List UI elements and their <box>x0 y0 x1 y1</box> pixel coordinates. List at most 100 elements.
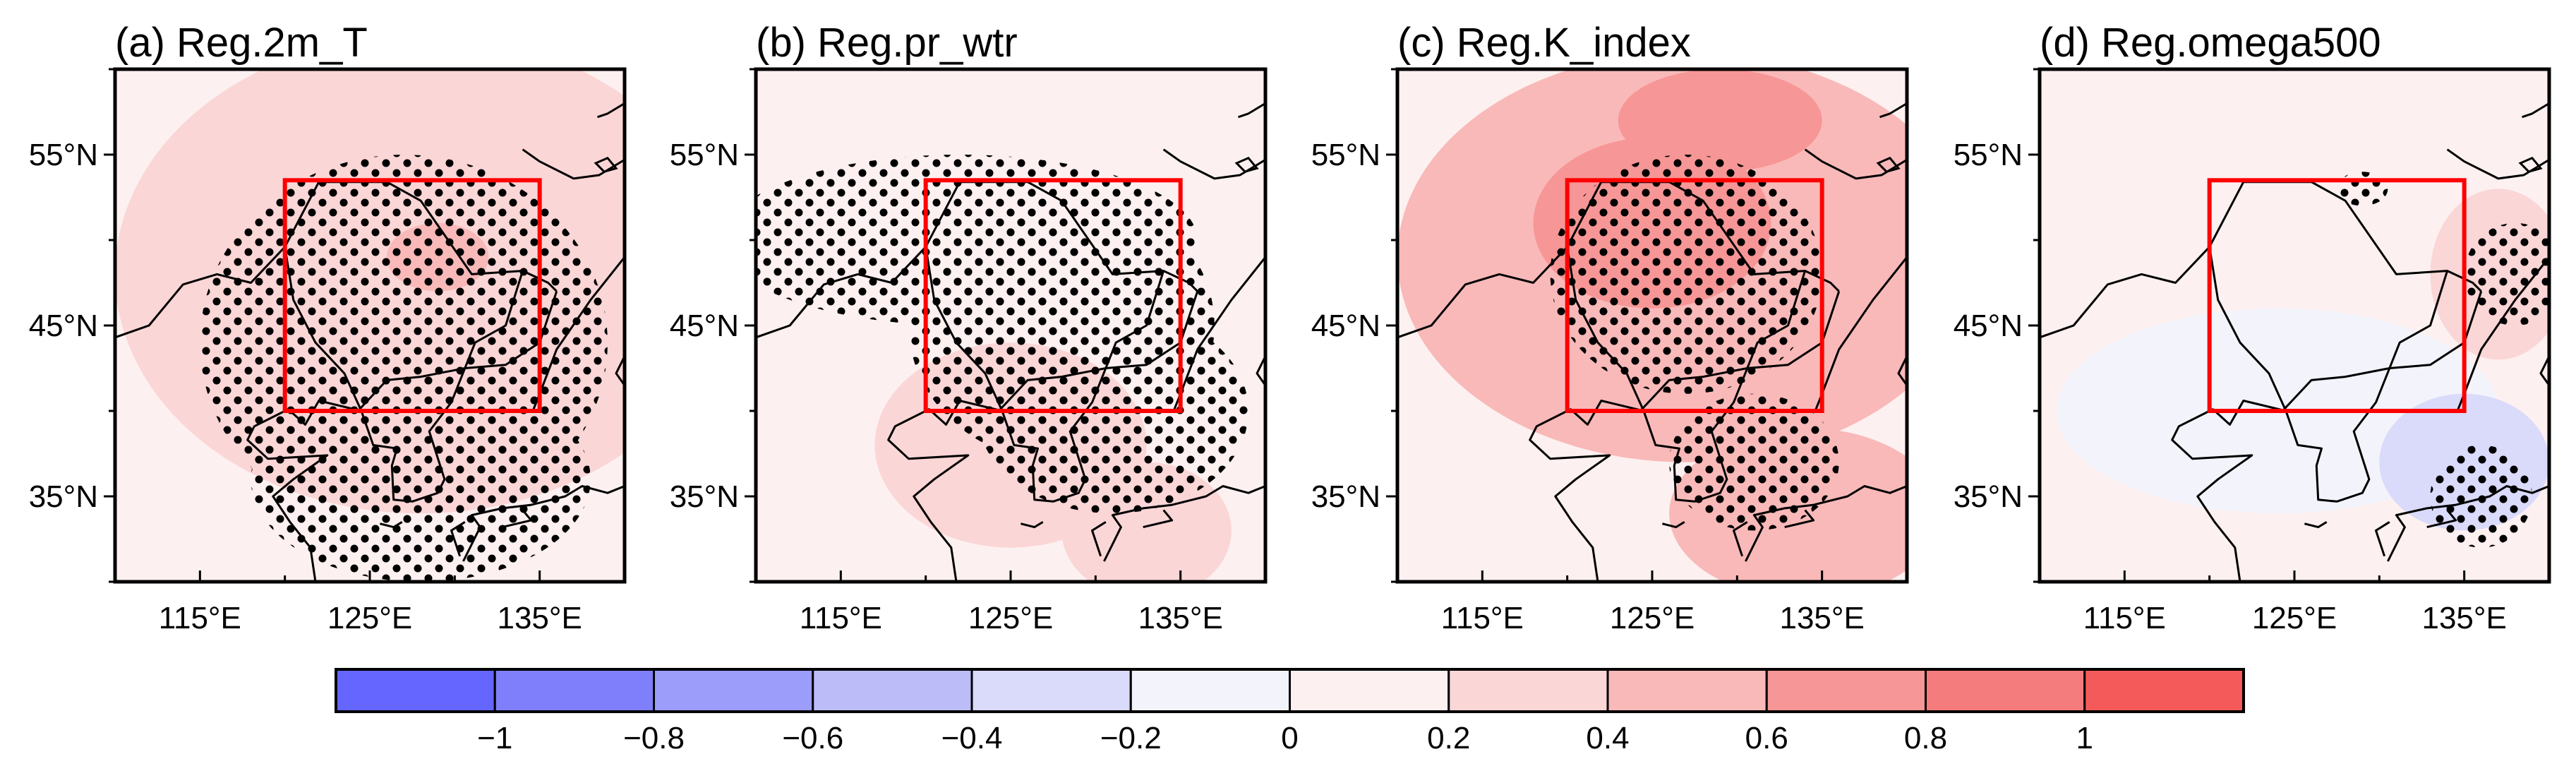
coastline <box>2387 485 2549 562</box>
coastline <box>1021 521 1044 529</box>
colorbar-segment <box>335 668 496 713</box>
coastline <box>1172 256 1265 412</box>
x-tick-label: 135°E <box>2421 601 2506 635</box>
island <box>1234 156 1259 173</box>
panel-title: (c) Reg.K_index <box>1397 20 1691 66</box>
coastline <box>450 521 466 557</box>
colorbar-frame <box>335 668 2245 713</box>
coastline <box>615 355 625 386</box>
coastline <box>1103 485 1265 562</box>
colorbar-tick-label: 0 <box>1281 721 1298 755</box>
y-tick-label: 45°N <box>1954 309 2023 343</box>
coastline <box>2375 521 2390 557</box>
colorbar-segment <box>1925 668 2086 713</box>
significance-stipple <box>2430 445 2532 548</box>
coastline <box>1746 270 1807 369</box>
coastline <box>2282 367 2390 412</box>
colorbar-segment <box>1289 668 1450 713</box>
y-tick-label: 35°N <box>29 479 98 514</box>
coastline <box>1566 246 1645 412</box>
coastline <box>887 291 1199 582</box>
coastline <box>246 291 558 582</box>
colorbar-tick-label: −0.4 <box>941 721 1003 755</box>
map-panels: (a) Reg.2m_T 115°E 125°E 135°E 55°N 45°N 35°N (… <box>29 20 2551 635</box>
map-field <box>1397 69 1907 582</box>
coastline <box>1238 102 1265 119</box>
y-tick-label: 55°N <box>29 138 98 172</box>
coastline <box>1143 509 1174 529</box>
map-panel: (d) Reg.omega500 115°E 125°E 135°E 55°N 45°N 3… <box>1954 20 2551 635</box>
coastline <box>2304 521 2328 529</box>
colorbar-tick-label: 0.8 <box>1904 721 1947 755</box>
coastline <box>2171 291 2483 582</box>
coastline <box>2426 509 2457 529</box>
x-tick-label: 115°E <box>800 601 882 635</box>
coastline <box>531 256 625 412</box>
coastline <box>1814 256 1907 412</box>
colorbar-segment <box>1129 668 1291 713</box>
coastline <box>502 509 533 529</box>
colorbar-tick-label: 0.6 <box>1745 721 1788 755</box>
colorbar-segment <box>970 668 1132 713</box>
coastline <box>925 246 1004 412</box>
coastline <box>380 521 403 529</box>
colorbar-tick-label: 1 <box>2076 721 2093 755</box>
y-tick-label: 55°N <box>1311 138 1380 172</box>
coastline <box>2208 246 2287 412</box>
x-tick-label: 125°E <box>327 601 412 635</box>
panel-title: (d) Reg.omega500 <box>2040 20 2381 66</box>
y-tick-label: 35°N <box>1954 479 2023 514</box>
y-tick-label: 55°N <box>1954 138 2023 172</box>
significance-stipple <box>251 376 591 582</box>
colorbar-segment <box>1448 668 1609 713</box>
coastline <box>998 367 1107 412</box>
island <box>1876 156 1901 173</box>
x-tick-label: 135°E <box>1138 601 1222 635</box>
colorbar-segment <box>1765 668 1927 713</box>
island <box>594 156 618 173</box>
coastline <box>597 102 625 119</box>
map-panel: (b) Reg.pr_wtr 115°E 125°E 135°E 55°N 45°N 35°… <box>670 20 1268 635</box>
coastline <box>2388 270 2449 369</box>
x-tick-label: 125°E <box>968 601 1053 635</box>
map-panel: (c) Reg.K_index 115°E 125°E 135°E 55°N 45°N 35… <box>1311 20 1909 635</box>
y-tick-label: 35°N <box>1311 479 1380 514</box>
colorbar-tick-label: 0.4 <box>1586 721 1629 755</box>
coastline <box>1879 102 1907 119</box>
colorbar-segment <box>1606 668 1768 713</box>
y-tick-label: 45°N <box>29 309 98 343</box>
coastline <box>1784 509 1815 529</box>
study-region-box <box>923 178 1183 414</box>
y-tick-label: 55°N <box>670 138 739 172</box>
map-field <box>115 69 625 582</box>
coastline <box>1639 367 1748 412</box>
colorbar-tick-label: −0.8 <box>623 721 685 755</box>
panel-title: (a) Reg.2m_T <box>115 20 368 66</box>
coastline <box>2522 102 2549 119</box>
island <box>2518 156 2543 173</box>
colorbar-tick-label: 0.2 <box>1427 721 1470 755</box>
colorbar-tick-label: −0.2 <box>1100 721 1162 755</box>
coastline <box>1897 355 1907 386</box>
x-tick-label: 115°E <box>159 601 241 635</box>
coastline <box>462 485 625 562</box>
coastline <box>357 367 466 412</box>
colorbar-segment <box>493 668 655 713</box>
map-field <box>756 102 1265 582</box>
colorbar-segment <box>653 668 814 713</box>
y-tick-label: 45°N <box>1311 309 1380 343</box>
coastline <box>2539 355 2549 386</box>
x-tick-label: 135°E <box>1779 601 1864 635</box>
coastline <box>284 246 363 412</box>
study-region-box <box>282 178 542 414</box>
x-tick-label: 115°E <box>2083 601 2166 635</box>
colorbar-segment <box>2083 668 2245 713</box>
study-region-box <box>1565 178 1824 414</box>
colorbar-tick-label: −1 <box>477 721 512 755</box>
contour-shade <box>1618 69 1822 172</box>
x-tick-label: 115°E <box>1441 601 1524 635</box>
map-panel: (a) Reg.2m_T 115°E 125°E 135°E 55°N 45°N 35°N <box>29 20 627 635</box>
coastline <box>1105 270 1165 369</box>
coastline <box>2456 256 2549 412</box>
